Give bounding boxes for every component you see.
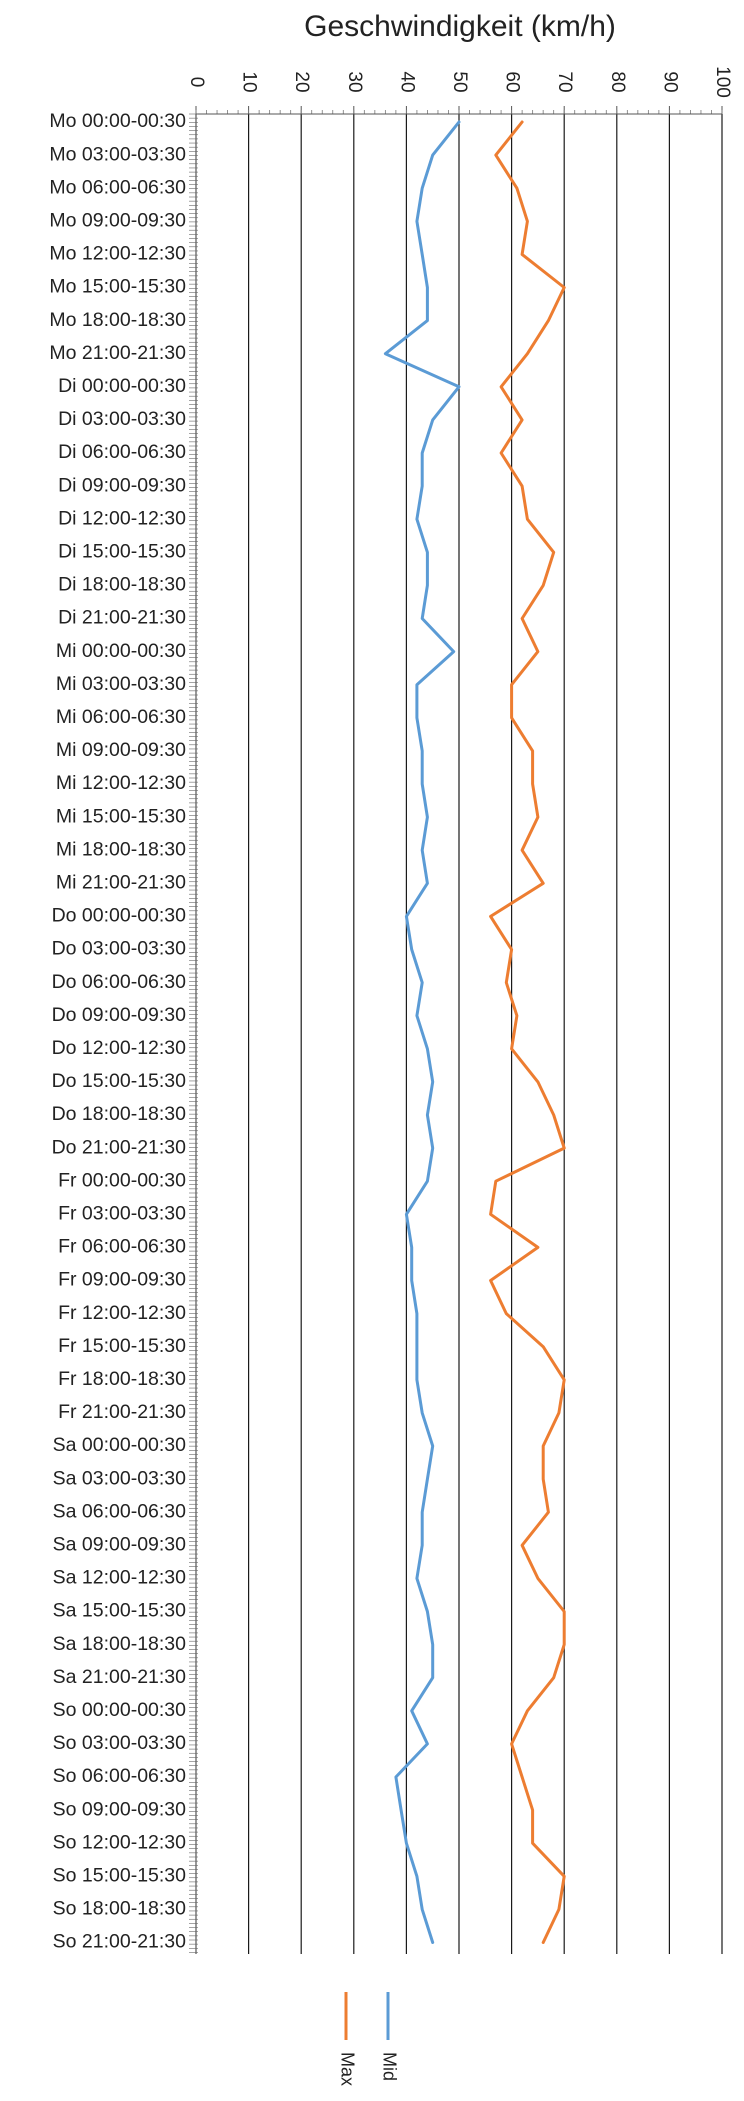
value-tick-label-6: 60 xyxy=(502,71,523,92)
category-label-26: Do 06:00-06:30 xyxy=(52,971,187,993)
category-label-55: So 21:00-21:30 xyxy=(53,1931,187,1953)
category-label-30: Do 18:00-18:30 xyxy=(52,1103,187,1125)
category-label-34: Fr 06:00-06:30 xyxy=(58,1236,186,1258)
category-label-48: So 00:00-00:30 xyxy=(53,1699,187,1721)
value-tick-label-0: 0 xyxy=(186,77,207,88)
category-label-20: Mi 12:00-12:30 xyxy=(56,772,186,794)
category-label-28: Do 12:00-12:30 xyxy=(52,1037,187,1059)
category-label-50: So 06:00-06:30 xyxy=(53,1765,187,1787)
category-label-37: Fr 15:00-15:30 xyxy=(58,1335,186,1357)
category-label-41: Sa 03:00-03:30 xyxy=(53,1467,187,1489)
category-label-7: Mo 21:00-21:30 xyxy=(49,342,186,364)
category-label-46: Sa 18:00-18:30 xyxy=(53,1633,187,1655)
category-label-1: Mo 03:00-03:30 xyxy=(49,143,186,165)
value-tick-label-7: 70 xyxy=(554,71,575,92)
value-tick-label-8: 80 xyxy=(607,71,628,92)
category-label-44: Sa 12:00-12:30 xyxy=(53,1567,187,1589)
legend-label-max: Max xyxy=(337,2052,357,2086)
category-label-49: So 03:00-03:30 xyxy=(53,1732,187,1754)
category-label-25: Do 03:00-03:30 xyxy=(52,938,187,960)
category-label-42: Sa 06:00-06:30 xyxy=(53,1500,187,1522)
series-lines xyxy=(383,120,566,1944)
value-tick-label-3: 30 xyxy=(344,71,365,92)
category-label-16: Mi 00:00-00:30 xyxy=(56,640,186,662)
category-label-5: Mo 15:00-15:30 xyxy=(49,276,186,298)
category-label-39: Fr 21:00-21:30 xyxy=(58,1401,186,1423)
category-label-22: Mi 18:00-18:30 xyxy=(56,838,186,860)
category-label-33: Fr 03:00-03:30 xyxy=(58,1202,186,1224)
category-label-2: Mo 06:00-06:30 xyxy=(49,176,186,198)
series-line-max xyxy=(489,120,566,1944)
value-tick-label-2: 20 xyxy=(291,71,312,92)
category-label-47: Sa 21:00-21:30 xyxy=(53,1666,187,1688)
category-label-38: Fr 18:00-18:30 xyxy=(58,1368,186,1390)
category-label-43: Sa 09:00-09:30 xyxy=(53,1533,187,1555)
category-label-51: So 09:00-09:30 xyxy=(53,1798,187,1820)
chart-title: Geschwindigkeit (km/h) xyxy=(304,10,616,43)
category-label-35: Fr 09:00-09:30 xyxy=(58,1269,186,1291)
legend-label-mid: Mid xyxy=(379,2052,399,2081)
category-label-21: Mi 15:00-15:30 xyxy=(56,805,186,827)
value-tick-label-9: 90 xyxy=(659,71,680,92)
value-tick-label-4: 40 xyxy=(396,71,417,92)
category-label-27: Do 09:00-09:30 xyxy=(52,1004,187,1026)
category-label-52: So 12:00-12:30 xyxy=(53,1831,187,1853)
category-label-15: Di 21:00-21:30 xyxy=(58,607,186,629)
gridlines xyxy=(248,114,723,1954)
category-label-6: Mo 18:00-18:30 xyxy=(49,309,186,331)
category-axis: Mo 00:00-00:30 Mo 03:00-03:30 Mo 06:00-06:… xyxy=(49,110,198,1954)
category-label-32: Fr 00:00-00:30 xyxy=(58,1169,186,1191)
value-tick-label-5: 50 xyxy=(449,71,470,92)
category-label-36: Fr 12:00-12:30 xyxy=(58,1302,186,1324)
category-label-3: Mo 09:00-09:30 xyxy=(49,209,186,231)
category-label-4: Mo 12:00-12:30 xyxy=(49,243,186,265)
category-label-29: Do 15:00-15:30 xyxy=(52,1070,187,1092)
category-label-24: Do 00:00-00:30 xyxy=(52,905,187,927)
category-label-0: Mo 00:00-00:30 xyxy=(49,110,186,132)
category-label-54: So 18:00-18:30 xyxy=(53,1898,187,1920)
category-label-45: Sa 15:00-15:30 xyxy=(53,1600,187,1622)
value-tick-label-10: 100 xyxy=(712,66,733,98)
category-label-10: Di 06:00-06:30 xyxy=(58,441,186,463)
category-label-13: Di 15:00-15:30 xyxy=(58,540,186,562)
category-label-17: Mi 03:00-03:30 xyxy=(56,673,186,695)
category-label-8: Di 00:00-00:30 xyxy=(58,375,186,397)
category-label-40: Sa 00:00-00:30 xyxy=(53,1434,187,1456)
category-label-53: So 15:00-15:30 xyxy=(53,1864,187,1886)
category-label-11: Di 09:00-09:30 xyxy=(58,474,186,496)
category-label-18: Mi 06:00-06:30 xyxy=(56,706,186,728)
category-label-12: Di 12:00-12:30 xyxy=(58,507,186,529)
series-line-mid xyxy=(383,120,461,1944)
category-label-14: Di 18:00-18:30 xyxy=(58,574,186,596)
category-label-31: Do 21:00-21:30 xyxy=(52,1136,187,1158)
value-tick-label-1: 10 xyxy=(239,71,260,92)
category-label-19: Mi 09:00-09:30 xyxy=(56,739,186,761)
value-axis-ticks: 0 10 20 30 40 50 60 70 80 90 100 xyxy=(186,66,733,115)
category-label-9: Di 03:00-03:30 xyxy=(58,408,186,430)
category-label-23: Mi 21:00-21:30 xyxy=(56,871,186,893)
legend: Mid Max xyxy=(337,1992,399,2086)
